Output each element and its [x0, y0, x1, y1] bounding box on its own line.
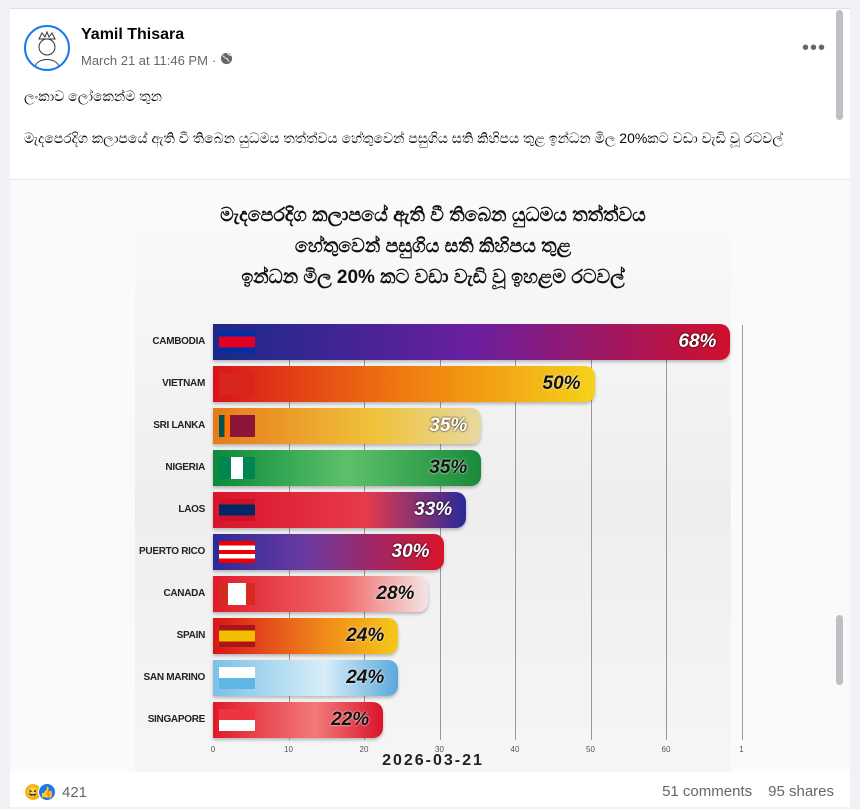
gridline: [439, 325, 441, 740]
bar: [213, 366, 595, 402]
x-tick-label: 50: [586, 745, 595, 754]
scrollbar-thumb-lower[interactable]: [836, 615, 843, 685]
more-options-button[interactable]: •••: [802, 37, 827, 59]
globe-icon: [220, 52, 233, 68]
flag-icon: [219, 583, 255, 605]
chart-date: 2026-03-21: [382, 752, 484, 769]
gridline: [288, 325, 290, 740]
category-label: NIGERIA: [165, 462, 205, 473]
chart-title-line: මැදපෙරදිග කලාපයේ ඇති වී තිබෙන යුධමය තත්ත…: [220, 205, 646, 226]
post-stats: 51 comments 95 shares: [662, 783, 834, 800]
post-meta: March 21 at 11:46 PM ·: [81, 52, 233, 68]
post-text-line2: මැදපෙරදිග කලාපයේ ඇති වී තිබෙන යුධමය තත්ත…: [24, 130, 784, 146]
bar: [213, 408, 482, 444]
bar-row: PUERTO RICO 30%: [135, 534, 731, 570]
chart-title: මැදපෙරදිග කලාපයේ ඇති වී තිබෙන යුධමය තත්ත…: [135, 200, 731, 293]
bar: [213, 324, 731, 360]
reactions[interactable]: 😆 👍 421: [24, 783, 87, 801]
flag-icon: [219, 499, 255, 521]
x-tick-label: 20: [359, 745, 369, 754]
bar-row: CAMBODIA 68%: [135, 324, 731, 360]
bar: [213, 450, 482, 486]
post-text-line1: ලංකාව ලෝකෙන්ම තුන: [24, 88, 162, 104]
bar: [213, 492, 467, 528]
x-tick-label: 10: [284, 745, 293, 754]
category-label: CANADA: [163, 588, 205, 599]
chart-title-line: ඉන්ධන මිල 20% කට වඩා වැඩි වූ ඉහළම රටවල්: [241, 267, 625, 288]
post-footer: 😆 👍 421 51 comments 95 shares: [10, 779, 850, 809]
flag-icon: [219, 541, 255, 563]
x-tick-label: 40: [510, 745, 520, 754]
value-label: 22%: [331, 709, 370, 730]
value-label: 24%: [346, 667, 385, 688]
flag-icon: [219, 373, 255, 395]
scrollbar-thumb[interactable]: [836, 10, 843, 120]
gridline: [741, 325, 743, 740]
category-label: VIETNAM: [162, 378, 205, 389]
chart: මැදපෙරදිග කලාපයේ ඇති වී තිබෙන යුධමය තත්ත…: [135, 180, 744, 772]
flag-icon: [219, 667, 255, 689]
category-label: SAN MARINO: [143, 672, 206, 683]
separator: ·: [211, 52, 217, 68]
category-label: SINGAPORE: [147, 714, 206, 725]
x-tick-label: 0: [210, 745, 216, 754]
bar-row: SINGAPORE 22%: [135, 702, 731, 738]
reaction-count: 421: [62, 783, 88, 801]
gridline: [666, 325, 667, 740]
bar-row: SRI LANKA 35%: [135, 408, 731, 444]
flag-icon: [219, 457, 255, 479]
flag-icon: [219, 331, 255, 353]
bar-row: NIGERIA 35%: [135, 450, 731, 486]
value-label: 33%: [414, 499, 453, 520]
x-tick-label: 1: [739, 745, 744, 754]
bar-row: LAOS 33%: [135, 492, 731, 528]
value-label: 24%: [346, 625, 385, 646]
value-label: 50%: [542, 373, 581, 394]
gridline: [515, 325, 516, 740]
category-label: LAOS: [178, 504, 205, 515]
flag-icon: [219, 625, 255, 647]
bar-row: VIETNAM 50%: [135, 366, 731, 402]
x-tick-label: 60: [661, 745, 671, 754]
haha-reaction-icon: 😆: [24, 783, 42, 801]
timestamp[interactable]: March 21 at 11:46 PM: [81, 52, 208, 68]
value-label: 35%: [429, 457, 468, 478]
category-label: SRI LANKA: [153, 420, 205, 431]
shares-link[interactable]: 95 shares: [768, 783, 834, 800]
category-label: CAMBODIA: [152, 336, 205, 347]
value-label: 68%: [678, 331, 717, 352]
chart-title-line: හේතුවෙන් පසුගිය සති කිහිපය තුළ: [294, 236, 572, 257]
avatar[interactable]: [24, 25, 70, 71]
category-label: PUERTO RICO: [139, 546, 205, 557]
author-name[interactable]: Yamil Thisara: [81, 26, 185, 43]
bar-row: SAN MARINO 24%: [135, 660, 731, 696]
gridline: [590, 325, 592, 740]
bar-row: CANADA 28%: [135, 576, 731, 612]
flag-icon: [219, 709, 255, 731]
post-card: Yamil Thisara March 21 at 11:46 PM · •••…: [10, 8, 850, 807]
value-label: 35%: [429, 415, 468, 436]
flag-icon: [219, 415, 255, 437]
like-reaction-icon: 👍: [38, 783, 56, 801]
category-label: SPAIN: [176, 630, 206, 641]
value-label: 30%: [391, 541, 430, 562]
comments-link[interactable]: 51 comments: [662, 783, 753, 800]
value-label: 28%: [376, 583, 415, 604]
gridline: [364, 325, 365, 740]
x-tick-label: 30: [435, 745, 444, 754]
bar-row: SPAIN 24%: [135, 618, 731, 654]
post-image[interactable]: මැදපෙරදිග කලාපයේ ඇති වී තිබෙන යුධමය තත්ත…: [10, 179, 850, 772]
